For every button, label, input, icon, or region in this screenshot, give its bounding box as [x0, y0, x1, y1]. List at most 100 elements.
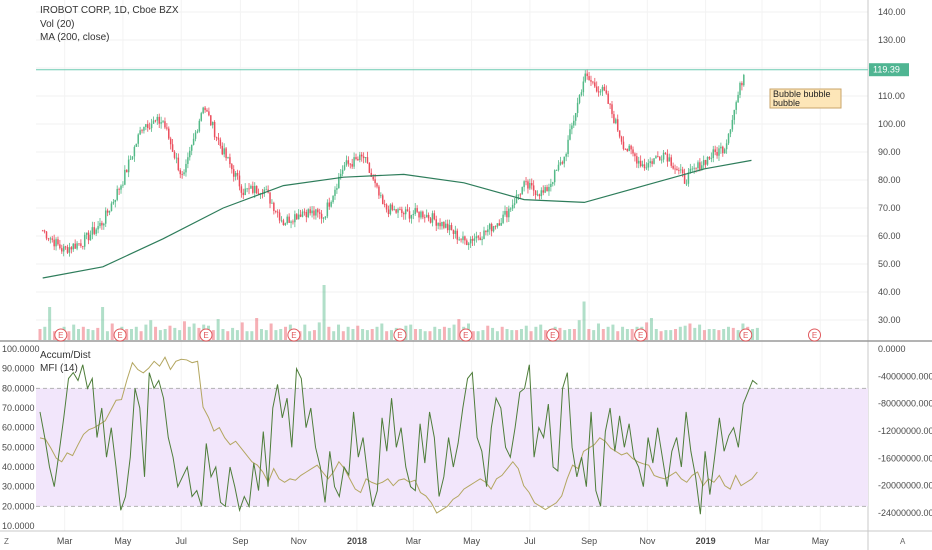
candle-body [359, 154, 361, 161]
legend-accum-dist: Accum/Dist [40, 350, 91, 361]
ad-axis: 0.0000 -4000000.0000 -8000000.0000 -1200000… [878, 344, 932, 518]
volume-bar [654, 329, 658, 340]
candle-body [708, 156, 711, 159]
candle-body [445, 223, 447, 228]
volume-bar [755, 327, 759, 340]
volume-bar [486, 325, 490, 340]
earnings-marker[interactable] [739, 328, 753, 342]
candle-body [712, 149, 715, 158]
candle-body [649, 161, 651, 164]
candle-body [240, 186, 243, 193]
candle-body [618, 130, 621, 137]
earnings-marker[interactable] [634, 328, 648, 342]
candle-body [473, 238, 476, 241]
candle-body [265, 189, 267, 191]
volume-bar [698, 324, 702, 340]
earnings-marker[interactable] [113, 328, 127, 342]
candle-body [685, 183, 688, 185]
last-price-label: 119.39 [873, 65, 900, 75]
candle-body [364, 157, 367, 159]
candle-body [546, 187, 548, 192]
candle-body [536, 194, 539, 196]
candle-body [324, 216, 327, 218]
earnings-marker[interactable] [54, 328, 68, 342]
volume-bar [500, 326, 504, 340]
volume-bar [707, 329, 711, 340]
volume-bar [259, 329, 263, 340]
volume-bar [385, 331, 389, 340]
candle-body [513, 203, 516, 205]
candle-body [147, 124, 149, 128]
candle-body [488, 223, 491, 230]
volume-bar [317, 322, 321, 340]
candle-body [347, 160, 350, 164]
volume-bar [105, 331, 109, 340]
candle-body [380, 195, 382, 197]
volume-bar [433, 326, 437, 340]
volume-bar [418, 329, 422, 340]
volume-bar [322, 285, 326, 340]
candle-body [477, 236, 480, 238]
volume-bar [702, 330, 706, 340]
candle-body [548, 186, 550, 192]
candle-body [127, 159, 130, 173]
candle-body [571, 125, 573, 130]
candle-body [471, 238, 474, 241]
candle-body [336, 188, 338, 190]
candle-body [485, 230, 487, 233]
timezone-corner-label[interactable]: Z [4, 537, 9, 546]
volume-bar [428, 331, 432, 340]
candle-body [422, 211, 424, 218]
earnings-marker[interactable] [459, 328, 473, 342]
price-tick-label: 70.00 [878, 203, 901, 213]
mfi-axis: 100.0000 90.0000 80.0000 70.0000 60.0000 50.0… [2, 344, 40, 531]
candle-body [727, 133, 730, 144]
candle-body [150, 123, 153, 129]
candle-body [299, 214, 302, 217]
candle-body [198, 120, 201, 132]
time-tick-label: May [114, 536, 132, 546]
candle-body [443, 221, 445, 228]
volume-bar [211, 330, 215, 340]
candle-body [725, 143, 728, 150]
candle-body [515, 194, 518, 204]
volume-bar [77, 329, 81, 340]
candle-body [284, 223, 287, 226]
volume-bar [221, 329, 225, 340]
candle-body [276, 211, 279, 213]
volume-bar [187, 326, 191, 340]
candle-body [672, 165, 674, 169]
candle-body [670, 157, 672, 166]
auto-scale-toggle[interactable]: A [900, 537, 906, 546]
candle-body [462, 236, 464, 241]
mfi-tick-label: 70.0000 [2, 403, 35, 413]
candle-body [318, 212, 321, 214]
earnings-marker[interactable] [287, 328, 301, 342]
candle-body [529, 183, 531, 189]
candle-body [414, 208, 416, 214]
candle-body [133, 146, 136, 157]
candle-body [662, 152, 665, 160]
candle-body [322, 217, 325, 219]
candle-body [290, 221, 292, 223]
candle-body [179, 170, 181, 175]
candle-body [332, 195, 334, 203]
candle-body [565, 153, 567, 157]
candle-body [349, 163, 352, 165]
volume-bar [688, 323, 692, 340]
earnings-marker-label: E [638, 331, 643, 340]
legend-mfi: MFI (14) [40, 363, 78, 374]
candle-body [255, 185, 258, 194]
annotation-box[interactable] [769, 88, 842, 109]
earnings-marker[interactable] [393, 328, 407, 342]
candle-body [137, 134, 139, 144]
candle-body [351, 164, 353, 167]
mfi-tick-label: 60.0000 [2, 423, 35, 433]
volume-bar [134, 326, 138, 340]
earnings-marker[interactable] [808, 328, 822, 342]
earnings-marker[interactable] [546, 328, 560, 342]
time-tick-label: May [812, 536, 830, 546]
earnings-marker[interactable] [199, 328, 213, 342]
volume-bar [423, 331, 427, 340]
candle-body [368, 162, 371, 173]
